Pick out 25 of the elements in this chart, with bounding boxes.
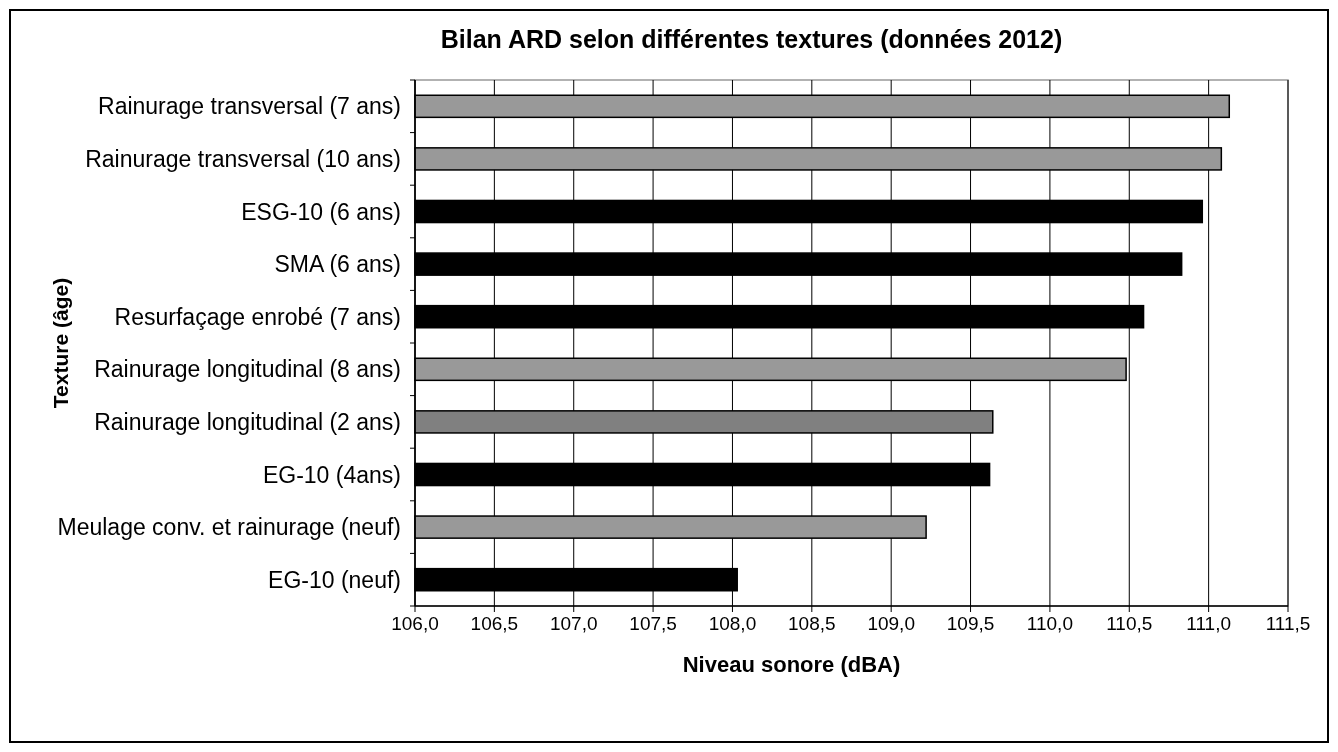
chart-title: Bilan ARD selon différentes textures (données 2012)	[440, 25, 1063, 53]
y-tick-label: Resurfaçage enrobé (7 ans)	[114, 303, 401, 330]
x-tick-label: 110,5	[1106, 613, 1153, 634]
y-tick-label: Rainurage longitudinal (2 ans)	[94, 408, 401, 435]
x-tick-label: 107,0	[549, 613, 598, 634]
x-tick-label: 108,5	[788, 613, 836, 634]
x-tick-label: 110,0	[1026, 613, 1073, 634]
y-tick-label: SMA (6 ans)	[274, 251, 401, 278]
x-tick-label: 109,0	[867, 613, 915, 634]
x-tick-label: 108,0	[708, 613, 757, 634]
y-axis-title: Texture (âge)	[49, 277, 72, 409]
x-tick-label: 111,5	[1265, 613, 1311, 634]
y-tick-label: ESG-10 (6 ans)	[241, 198, 401, 225]
x-tick-label: 107,5	[629, 613, 677, 634]
y-tick-label: Rainurage transversal (10 ans)	[85, 145, 401, 172]
x-tick-label: 109,5	[946, 613, 995, 634]
y-tick-label: EG-10 (4ans)	[262, 461, 401, 488]
y-tick-label: Rainurage transversal (7 ans)	[98, 93, 401, 120]
y-tick-label: EG-10 (neuf)	[268, 566, 401, 593]
x-tick-label: 111,0	[1186, 613, 1231, 634]
y-tick-label: Meulage conv. et rainurage (neuf)	[57, 514, 401, 541]
y-tick-label: Rainurage longitudinal (8 ans)	[94, 356, 401, 383]
x-tick-label: 106,5	[470, 613, 519, 634]
x-axis-title: Niveau sonore (dBA)	[682, 652, 901, 677]
x-tick-label: 106,0	[391, 613, 439, 634]
